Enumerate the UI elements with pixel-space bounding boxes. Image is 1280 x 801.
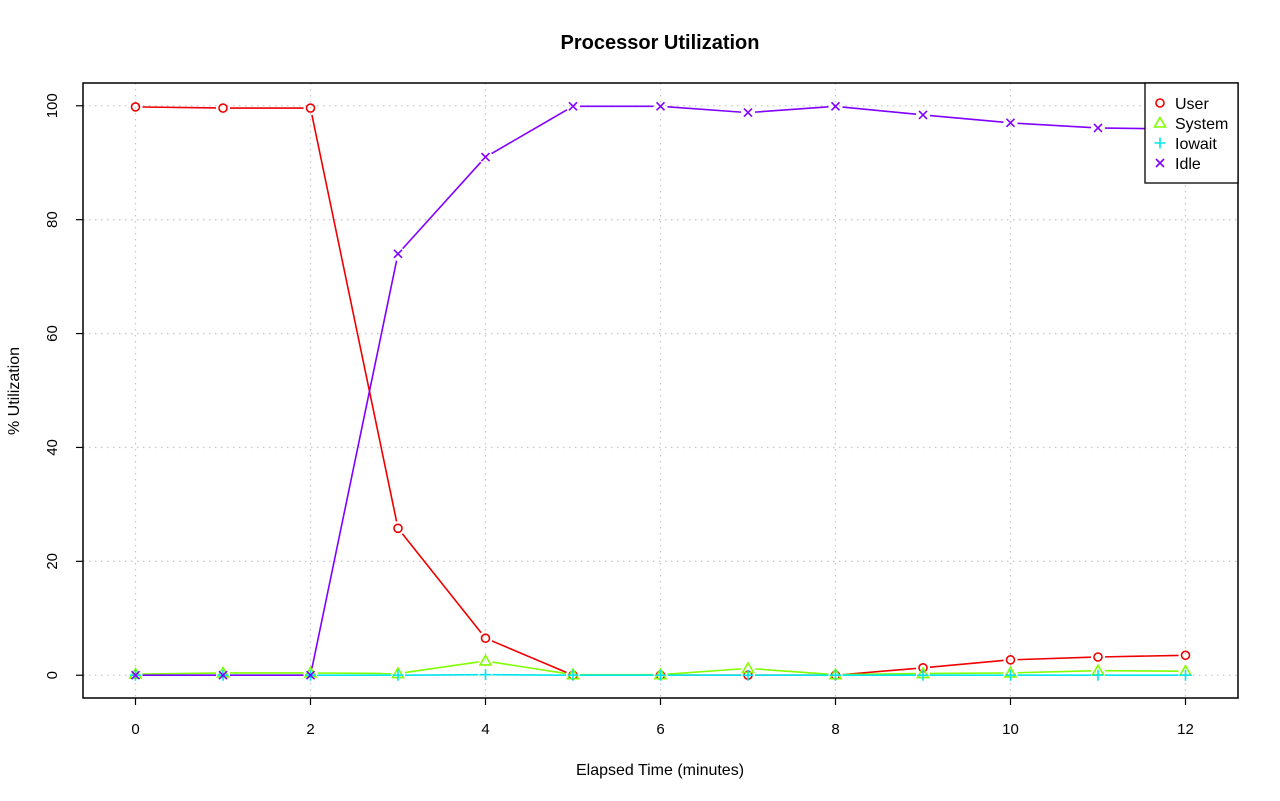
user-line-segment [929, 659, 1004, 668]
user-line-segment [401, 533, 482, 634]
idle-point [1155, 158, 1165, 168]
y-tick-label: 40 [44, 439, 61, 456]
idle-point [218, 670, 228, 680]
legend-label: Idle [1175, 156, 1201, 173]
system-line-segment [754, 668, 829, 675]
legend-label: System [1175, 116, 1228, 133]
idle-line-segment [754, 106, 829, 113]
iowait-point [1005, 669, 1016, 681]
legend: User System Iowait Idle [1144, 82, 1239, 184]
user-point [1155, 98, 1165, 108]
x-tick-label: 10 [1002, 721, 1019, 738]
user-point [130, 102, 141, 112]
idle-point [305, 670, 316, 680]
iowait-point [1180, 669, 1191, 681]
system-line-segment [667, 668, 742, 675]
user-series [130, 102, 1191, 681]
user-line-segment [142, 106, 217, 109]
y-axis-label: % Utilization [6, 347, 23, 435]
user-point [393, 523, 403, 534]
user-point [1005, 655, 1016, 665]
iowait-point [917, 669, 929, 681]
system-point [478, 653, 493, 666]
user-line-segment [491, 640, 567, 674]
user-point [305, 103, 316, 113]
idle-point [743, 108, 753, 118]
user-point [1180, 650, 1191, 661]
user-point [218, 103, 228, 113]
idle-point [830, 101, 841, 111]
idle-point [1093, 123, 1103, 133]
user-point [480, 633, 491, 644]
iowait-point [567, 669, 579, 681]
user-line-segment [1017, 656, 1092, 661]
system-line-segment [404, 661, 479, 674]
legend-item-iowait: Iowait [1154, 136, 1217, 153]
user-line-segment [842, 667, 917, 676]
iowait-point [480, 669, 491, 681]
system-line-segment [1017, 670, 1092, 674]
idle-line-segment [311, 260, 398, 669]
iowait-point [742, 669, 754, 681]
iowait-point [830, 669, 841, 681]
legend-item-idle: Idle [1155, 156, 1201, 173]
x-tick-label: 4 [481, 721, 489, 738]
iowait-point [1092, 669, 1104, 681]
idle-line-segment [402, 161, 482, 250]
idle-point [130, 670, 141, 680]
idle-point [918, 110, 928, 120]
idle-point [1005, 118, 1016, 128]
idle-point [393, 249, 403, 259]
system-line-segment [842, 672, 917, 676]
y-tick-label: 20 [44, 553, 61, 570]
idle-line-segment [842, 106, 917, 116]
user-line-segment [311, 114, 398, 522]
idle-line-segment [929, 114, 1004, 124]
system-line-segment [142, 672, 217, 675]
idle-line-segment [491, 109, 568, 155]
idle-point [655, 101, 666, 111]
idle-line-segment [1017, 122, 1092, 129]
idle-line-segment [667, 106, 742, 113]
legend-item-system: System [1153, 115, 1228, 133]
legend-label: Iowait [1175, 136, 1217, 153]
iowait-point [655, 669, 666, 681]
x-tick-label: 2 [306, 721, 314, 738]
user-point [1093, 652, 1103, 662]
legend-label: User [1175, 96, 1209, 113]
y-tick-label: 100 [44, 93, 61, 118]
series [128, 101, 1193, 681]
x-tick-label: 12 [1177, 721, 1194, 738]
idle-point [568, 101, 578, 111]
x-axis-label: Elapsed Time (minutes) [576, 762, 744, 779]
chart-title: Processor Utilization [561, 32, 760, 54]
legend-item-user: User [1155, 96, 1209, 113]
axes: 0 2 4 6 8 10 12 0 20 40 60 80 100 [44, 82, 1239, 738]
y-tick-label: 80 [44, 211, 61, 228]
y-tick-label: 0 [44, 671, 61, 679]
idle-series [130, 101, 1191, 680]
iowait-point [392, 669, 404, 681]
y-tick-label: 60 [44, 325, 61, 342]
user-line-segment [1104, 654, 1179, 658]
x-tick-label: 8 [831, 721, 839, 738]
system-line-segment [492, 661, 567, 675]
system-point [1153, 115, 1167, 128]
idle-point [480, 152, 491, 162]
grid [83, 83, 1238, 698]
x-tick-label: 6 [656, 721, 664, 738]
x-tick-label: 0 [131, 721, 139, 738]
iowait-point [1154, 137, 1166, 149]
